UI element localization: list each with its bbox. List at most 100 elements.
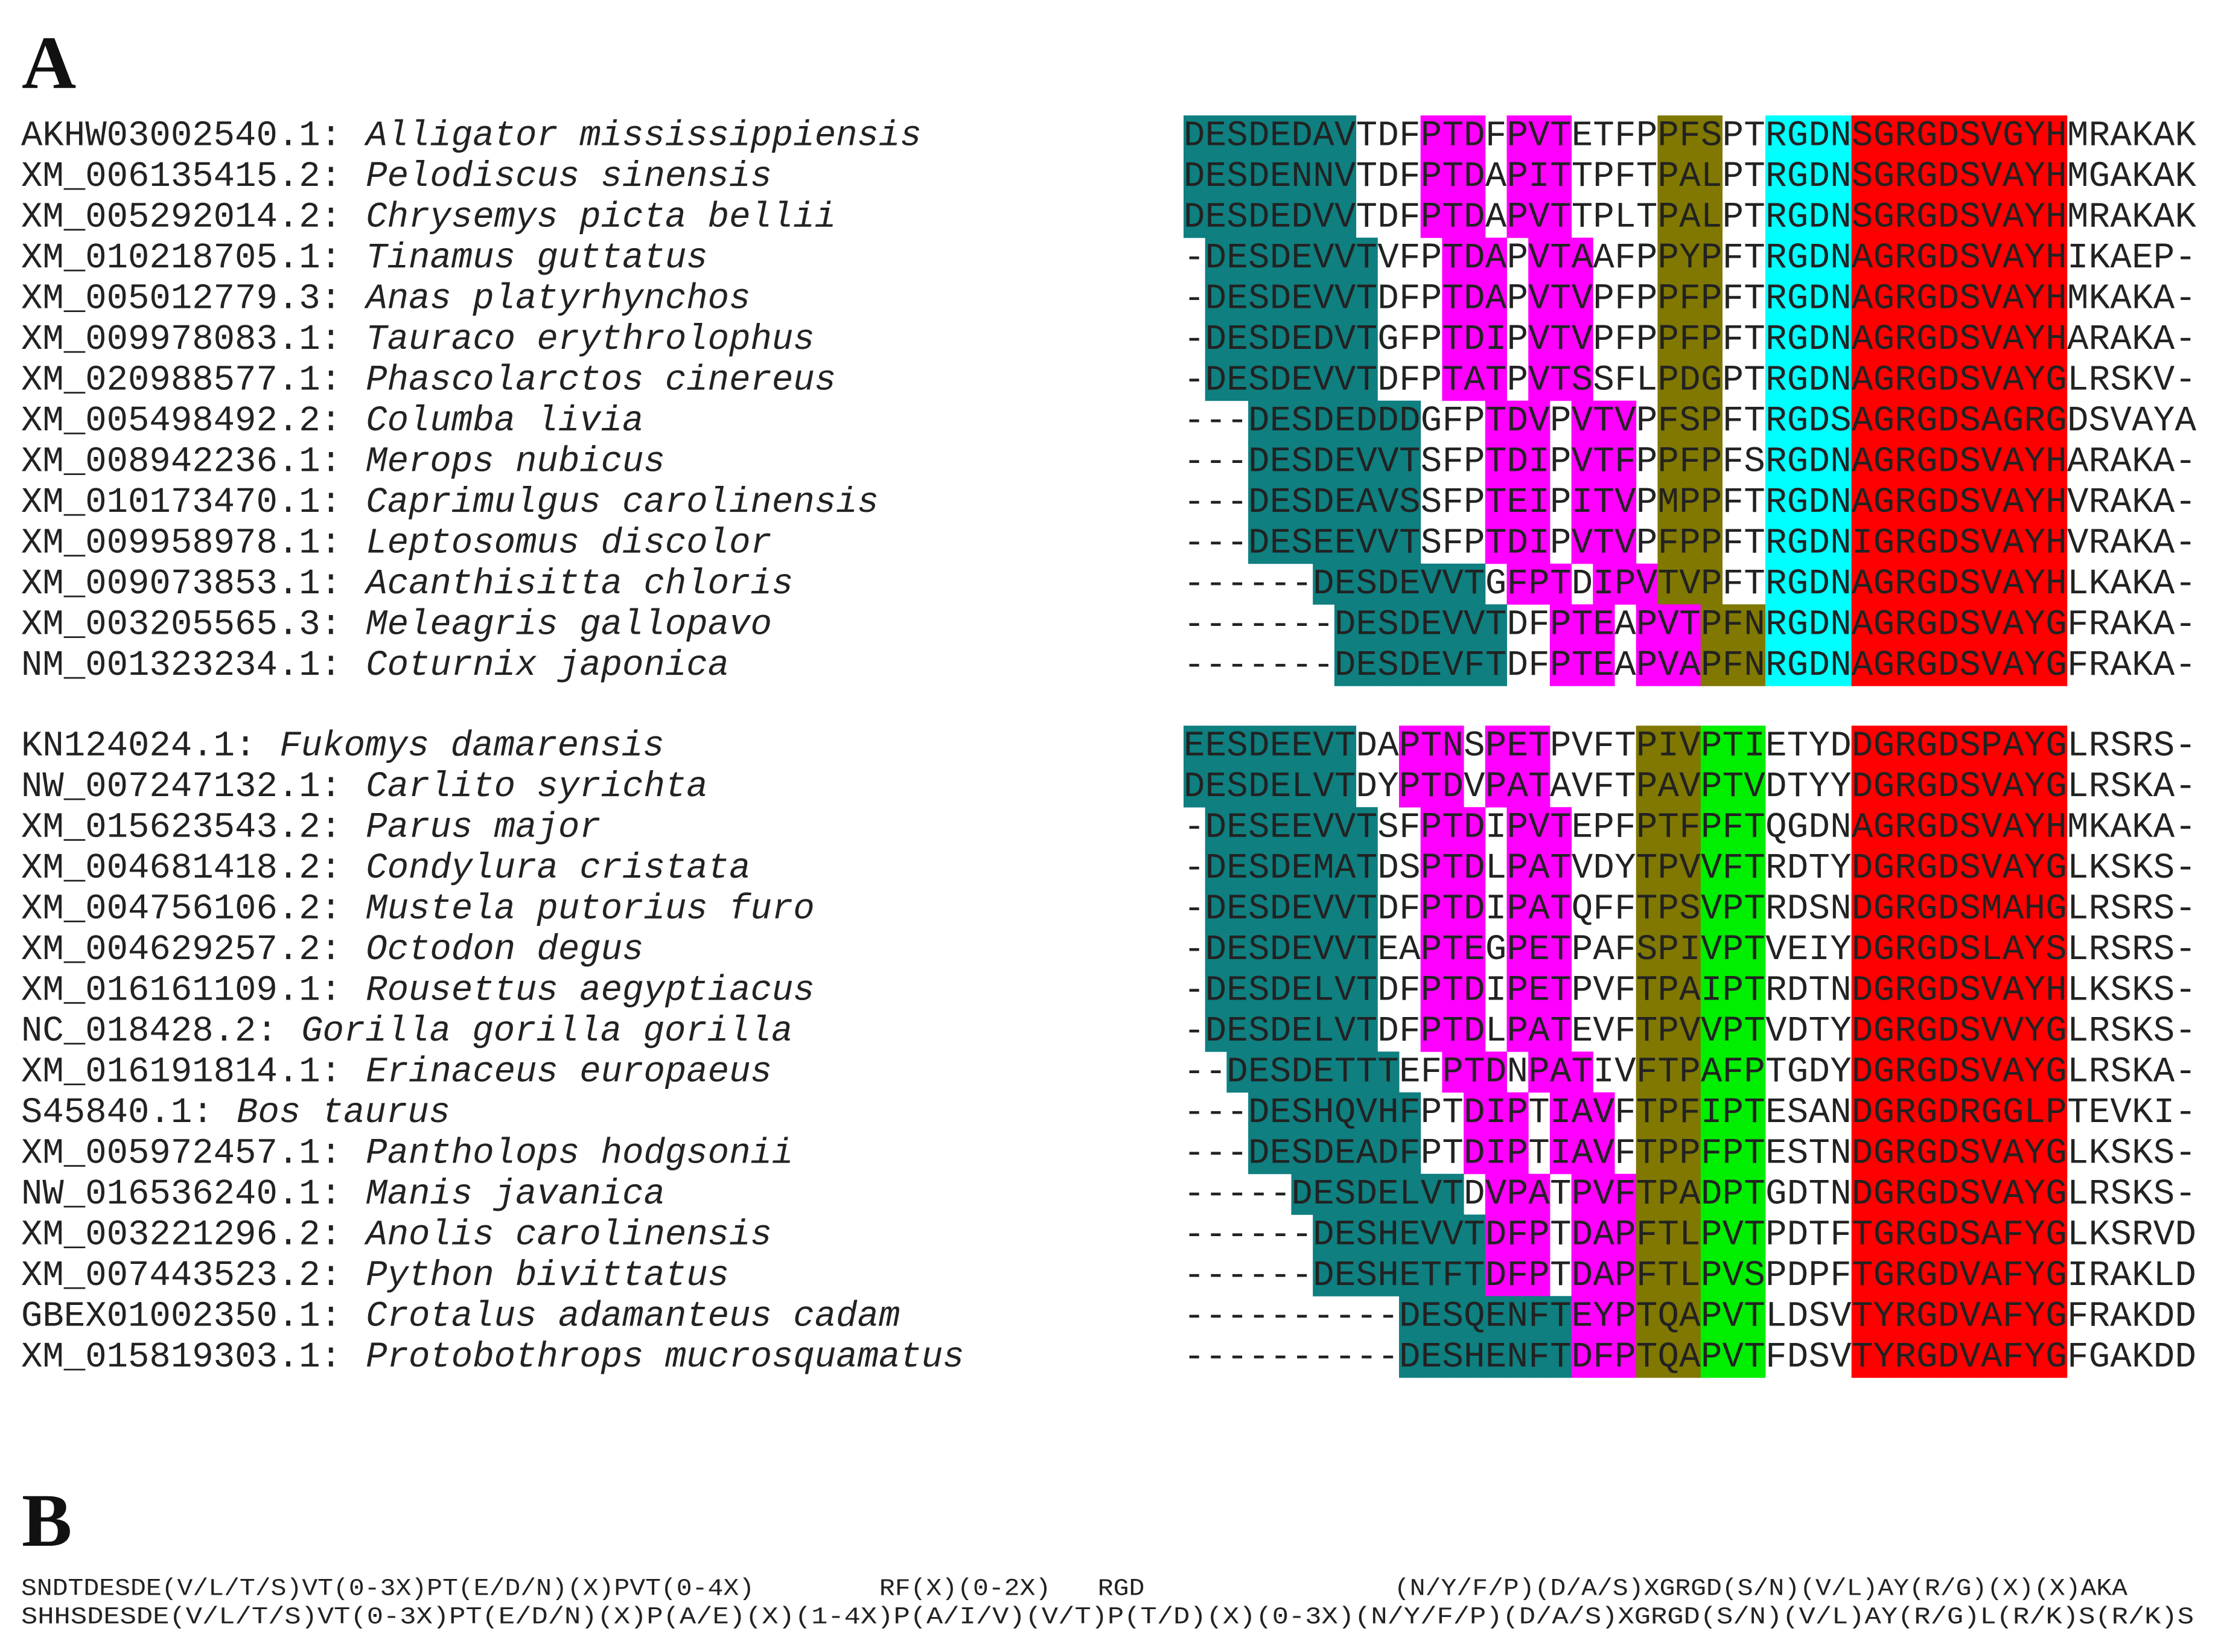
residue-highlight	[1679, 278, 1701, 320]
residue-highlight	[1808, 115, 1831, 157]
residue-highlight	[1464, 1336, 1486, 1378]
residue-highlight	[1528, 400, 1550, 442]
residue-highlight	[1269, 726, 1292, 767]
residue-highlight	[1722, 1051, 1744, 1093]
residue-highlight	[1851, 441, 1873, 483]
residue-highlight	[1399, 400, 1421, 442]
residue-highlight	[1937, 1255, 1960, 1296]
residue-highlight	[1291, 156, 1313, 197]
residue-highlight	[1980, 523, 2003, 564]
residue-highlight	[1916, 237, 1938, 279]
residue-highlight	[1657, 197, 1680, 238]
residue-highlight	[1506, 115, 1529, 157]
residue-highlight	[2045, 1336, 2068, 1378]
residue-highlight	[1420, 1173, 1442, 1215]
residue-highlight	[1679, 1092, 1701, 1134]
residue-highlight	[1959, 563, 1981, 605]
residue-highlight	[1549, 888, 1572, 930]
residue-highlight	[1506, 441, 1529, 483]
residue-highlight	[2024, 726, 2046, 767]
accession: NC_018428.2:	[21, 1011, 278, 1051]
residue-highlight	[1528, 888, 1550, 930]
residue-highlight	[1313, 807, 1335, 849]
residue-highlight	[1571, 1255, 1593, 1296]
residue-highlight	[1269, 1051, 1292, 1093]
residue-highlight	[1571, 482, 1593, 523]
residue-highlight	[1786, 278, 1809, 320]
residue-highlight	[1399, 1133, 1421, 1175]
residue-highlight	[1895, 888, 1917, 930]
residue-highlight	[1679, 970, 1701, 1012]
residue-highlight	[1593, 645, 1615, 686]
accession: GBEX01002350.1:	[21, 1296, 342, 1337]
residue-highlight	[1916, 278, 1938, 320]
residue-highlight	[1959, 1051, 1981, 1093]
residue-highlight	[1356, 604, 1378, 646]
accession: XM_003221296.2:	[21, 1215, 342, 1255]
residue-highlight	[1485, 1214, 1507, 1256]
residue-highlight	[1657, 523, 1680, 564]
residue-highlight	[1420, 115, 1442, 157]
residue-highlight	[2002, 1336, 2024, 1378]
residue-highlight	[1937, 115, 1960, 157]
residue-highlight	[1442, 115, 1464, 157]
residue-highlight	[1916, 441, 1938, 483]
residue-highlight	[1937, 1336, 1960, 1378]
residue-highlight	[1873, 1092, 1895, 1134]
residue-highlight	[1399, 563, 1421, 605]
residue-highlight	[1291, 847, 1313, 889]
residue-highlight	[1895, 197, 1917, 238]
residue-highlight	[2002, 1010, 2024, 1052]
sequence: -DESDEMATDSPTDLPATVDYTPVVFTRDTYDGRGDSVAY…	[1184, 848, 2196, 888]
residue-highlight	[1313, 400, 1335, 442]
residue-highlight	[1873, 1296, 1895, 1338]
residue-highlight	[1657, 970, 1680, 1012]
residue-highlight	[1765, 156, 1788, 197]
residue-highlight	[1636, 929, 1658, 971]
residue-highlight	[1765, 319, 1788, 360]
residue-highlight	[1679, 726, 1701, 767]
accession: XM_010218705.1:	[21, 238, 342, 278]
species: Bos taurus	[237, 1092, 450, 1133]
residue-highlight	[1356, 1173, 1378, 1215]
residue-highlight	[2002, 604, 2024, 646]
sequence: -DESDEVVTVFPTDAPVTAAFPPYPFTRGDNAGRGDSVAY…	[1184, 238, 2196, 278]
sequence: ------DESHETFTDFPTDAPFTLPVSPDPFTGRGDVAFY…	[1184, 1255, 2196, 1296]
residue-highlight	[1851, 278, 1873, 320]
residue-highlight	[1895, 970, 1917, 1012]
residue-highlight	[1313, 197, 1335, 238]
residue-highlight	[1593, 1255, 1615, 1296]
residue-highlight	[1700, 237, 1723, 279]
residue-highlight	[1356, 1051, 1378, 1093]
residue-highlight	[1765, 278, 1788, 320]
residue-highlight	[1657, 1336, 1680, 1378]
accession: KN124024.1:	[21, 726, 256, 767]
residue-highlight	[1851, 1255, 1873, 1296]
residue-highlight	[2002, 1092, 2024, 1134]
residue-highlight	[1700, 1051, 1723, 1093]
residue-highlight	[1291, 482, 1313, 523]
residue-highlight	[2024, 278, 2046, 320]
residue-highlight	[1442, 237, 1464, 279]
residue-highlight	[1528, 441, 1550, 483]
accession: XM_004681418.2:	[21, 848, 342, 888]
sequence: EESDEEVTDAPTNSPETPVFTPIVPTIETYDDGRGDSPAY…	[1184, 726, 2196, 767]
residue-highlight	[1980, 1051, 2003, 1093]
residue-highlight	[1442, 1051, 1464, 1093]
residue-highlight	[2045, 1296, 2068, 1338]
residue-highlight	[1442, 970, 1464, 1012]
residue-highlight	[1851, 115, 1873, 157]
residue-highlight	[1528, 1296, 1550, 1338]
residue-highlight	[1269, 1010, 1292, 1052]
residue-highlight	[1313, 1214, 1335, 1256]
residue-highlight	[1679, 563, 1701, 605]
residue-highlight	[1356, 319, 1378, 360]
residue-highlight	[1485, 726, 1507, 767]
residue-highlight	[1959, 197, 1981, 238]
residue-highlight	[1614, 1173, 1637, 1215]
residue-highlight	[1291, 360, 1313, 401]
residue-highlight	[1959, 319, 1981, 360]
residue-highlight	[1506, 156, 1529, 197]
residue-highlight	[1442, 766, 1464, 808]
accession: XM_009073853.1:	[21, 564, 342, 604]
